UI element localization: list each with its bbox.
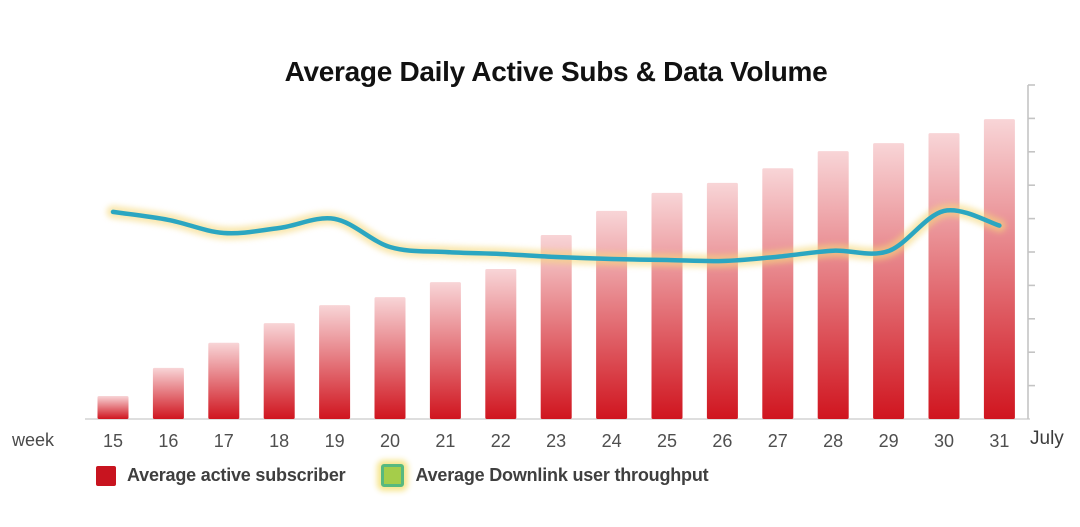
x-tick-label-24: 24 — [602, 431, 622, 451]
bar-week-31 — [983, 119, 1015, 419]
legend-label-downlink-throughput: Average Downlink user throughput — [415, 465, 709, 485]
x-tick-label-29: 29 — [879, 431, 899, 451]
red-square-icon — [96, 465, 116, 486]
bar-week-24 — [596, 210, 628, 419]
x-tick-label-27: 27 — [768, 431, 788, 451]
bar-week-16 — [152, 367, 184, 419]
legend: Average active subscriber Average Downli… — [96, 464, 709, 487]
x-axis-week-label: week — [12, 430, 55, 450]
x-tick-label-30: 30 — [934, 431, 954, 451]
bar-week-28 — [817, 151, 849, 419]
x-axis-july-label: July — [1030, 428, 1064, 449]
x-tick-label-22: 22 — [491, 431, 511, 451]
x-tick-label-17: 17 — [214, 431, 234, 451]
legend-item-downlink-throughput: Average Downlink user throughput — [381, 464, 709, 487]
bar-week-22 — [485, 269, 517, 419]
bar-week-18 — [263, 323, 295, 419]
chart-title: Average Daily Active Subs & Data Volume — [284, 56, 828, 87]
green-glow-square-icon — [381, 464, 405, 487]
bar-week-15 — [97, 396, 129, 419]
bar-week-19 — [319, 305, 351, 419]
x-tick-label-15: 15 — [103, 431, 123, 451]
x-tick-label-16: 16 — [158, 431, 178, 451]
legend-item-active-subscriber: Average active subscriber — [96, 465, 346, 486]
throughput-line — [110, 207, 1002, 264]
x-tick-label-25: 25 — [657, 431, 677, 451]
legend-label-active-subscriber: Average active subscriber — [127, 465, 346, 485]
bar-week-26 — [706, 182, 738, 419]
bar-week-17 — [208, 342, 240, 419]
x-tick-label-26: 26 — [712, 431, 732, 451]
x-tick-label-31: 31 — [989, 431, 1009, 451]
x-tick-label-18: 18 — [269, 431, 289, 451]
bar-week-25 — [651, 192, 683, 419]
x-tick-label-21: 21 — [435, 431, 455, 451]
x-tick-label-19: 19 — [325, 431, 345, 451]
x-tick-label-23: 23 — [546, 431, 566, 451]
bar-week-21 — [429, 282, 461, 419]
bar-week-30 — [928, 133, 960, 419]
bar-week-27 — [762, 168, 794, 419]
bar-week-29 — [873, 143, 905, 419]
bar-week-20 — [374, 297, 406, 419]
x-tick-label-20: 20 — [380, 431, 400, 451]
bar-week-23 — [540, 235, 572, 419]
x-tick-label-28: 28 — [823, 431, 843, 451]
